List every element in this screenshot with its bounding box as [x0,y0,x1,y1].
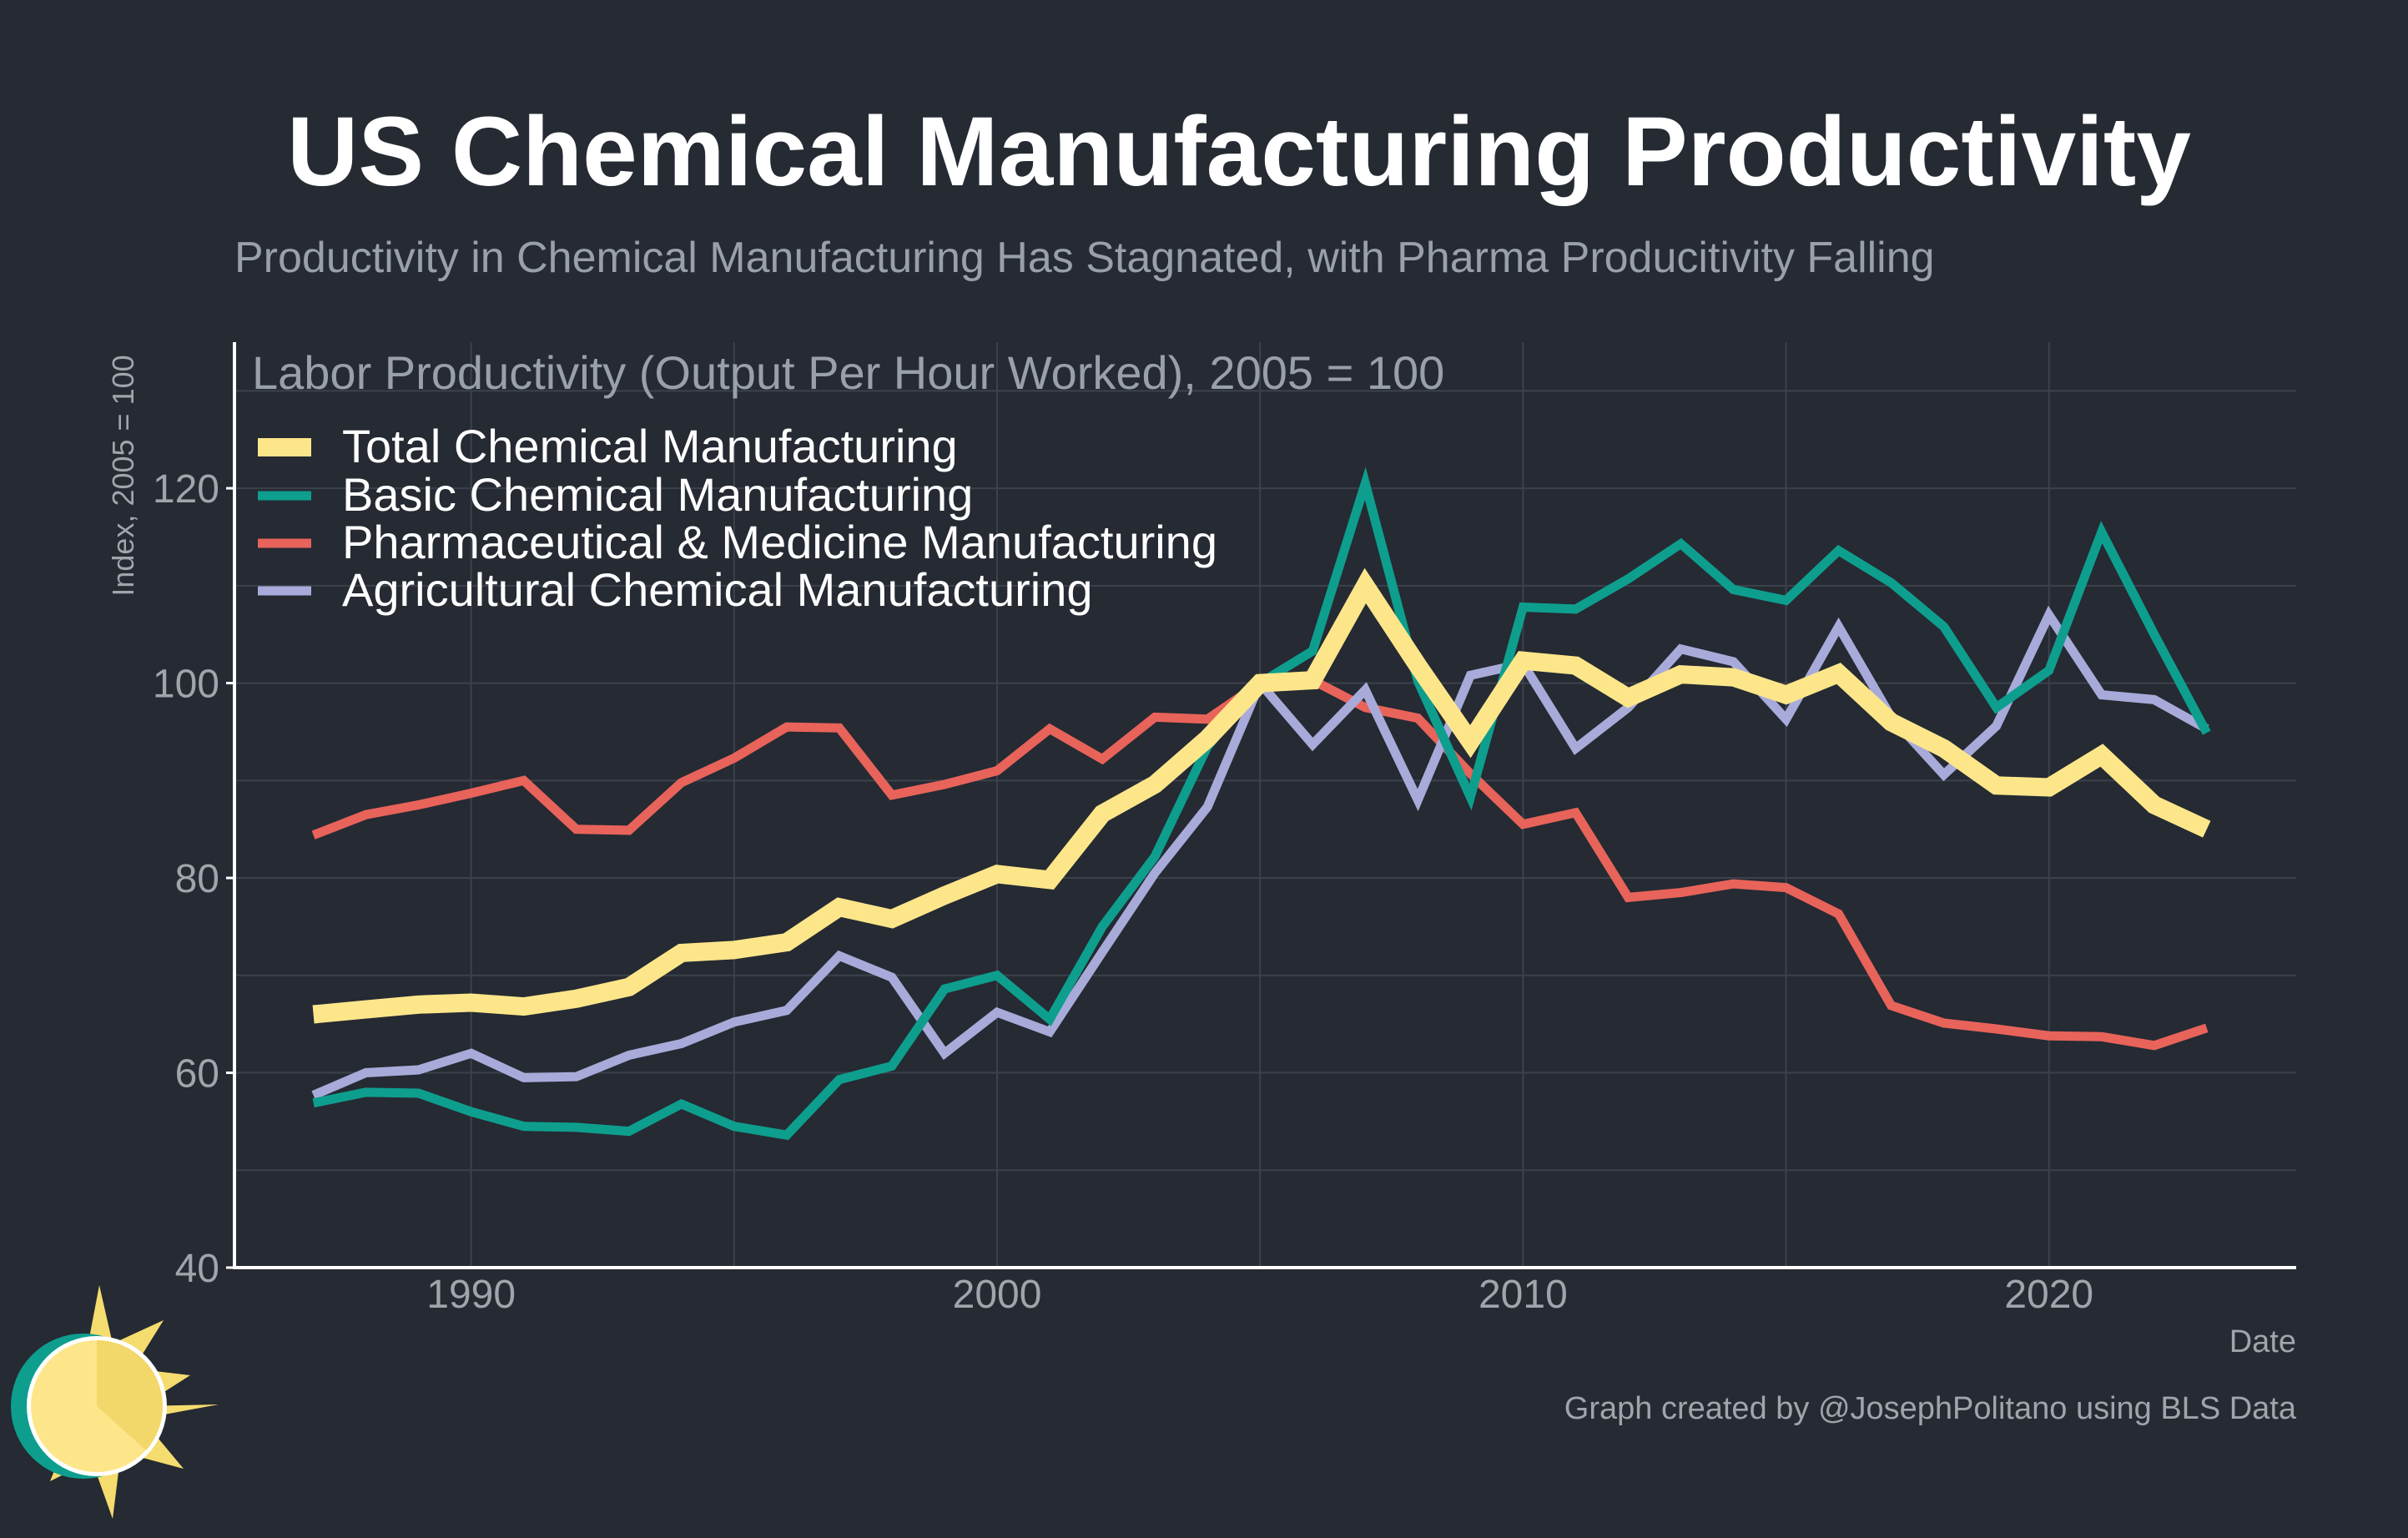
legend-label-pharma: Pharmaceutical & Medicine Manufacturing [342,516,1217,568]
x-tick-label: 2010 [1479,1273,1568,1317]
y-axis-label: Index, 2005 = 100 [106,355,140,596]
page-subtitle: Productivity in Chemical Manufacturing H… [234,234,1935,282]
legend-item-pharma: Pharmaceutical & Medicine Manufacturing [258,516,1217,568]
legend-label-total: Total Chemical Manufacturing [342,420,958,472]
y-tick-label: 40 [175,1247,219,1291]
credit-text: Graph created by @JosephPolitano using B… [1564,1391,2297,1426]
x-tick-label: 2000 [953,1273,1042,1317]
x-axis-ticks: 1990 2000 2010 2020 [426,1273,2093,1317]
y-tick-label: 100 [153,663,219,707]
series-line-total [312,567,2211,1024]
chart-inner-title: Labor Productivity (Output Per Hour Work… [252,346,1444,399]
series-lines [311,466,2211,1141]
x-axis-label: Date [2229,1324,2296,1359]
legend-label-agri: Agricultural Chemical Manufacturing [342,563,1093,616]
page-title: US Chemical Manufacturing Productivity [287,97,2191,207]
legend-label-basic: Basic Chemical Manufacturing [342,468,973,521]
y-axis-ticks: 40 60 80 100 120 [153,467,234,1291]
x-tick-label: 2020 [2004,1273,2093,1317]
legend-item-basic: Basic Chemical Manufacturing [258,468,973,521]
sun-logo-icon [11,1285,219,1519]
legend-item-agri: Agricultural Chemical Manufacturing [258,563,1093,616]
y-tick-label: 60 [175,1052,219,1097]
x-tick-label: 1990 [426,1273,516,1317]
y-tick-label: 80 [175,857,219,901]
legend-item-total: Total Chemical Manufacturing [258,420,958,472]
y-tick-label: 120 [153,467,219,512]
legend: Total Chemical Manufacturing Basic Chemi… [258,420,1217,616]
